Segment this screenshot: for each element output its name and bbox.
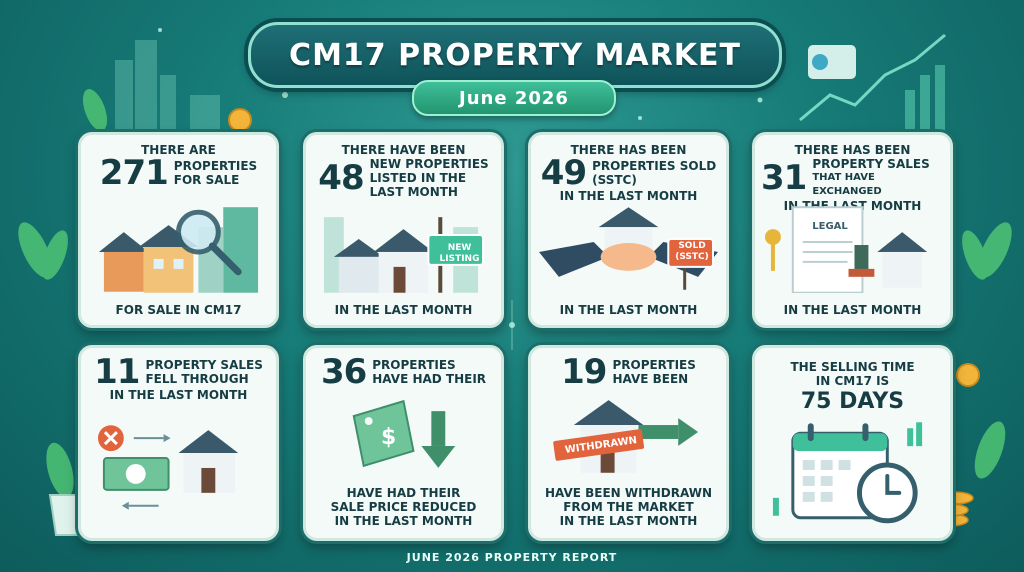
card-heading: 11 Property sales fell through in the la… (87, 352, 270, 402)
page-title: CM17 Property Market (289, 37, 741, 73)
legal-label: LEGAL (812, 221, 848, 232)
cancelled-sale-illustration (89, 408, 268, 518)
card-line: The selling time (790, 360, 915, 374)
card-line: in the last month (559, 189, 698, 203)
stat-number: 31 (761, 158, 807, 198)
card-pre-text: There has been (570, 143, 687, 157)
card-pre-text: There has been (794, 143, 911, 157)
card-line: in the last month (109, 388, 248, 402)
houses-magnifier-illustration (89, 197, 268, 293)
card-footer: Have been withdrawn from the market in t… (531, 486, 726, 528)
card-line: New properties (369, 157, 489, 171)
sold-sign: SOLD (SSTC) (675, 241, 709, 262)
footer-line: in the last month (334, 514, 473, 528)
card-footer: In the last month (783, 303, 922, 317)
card-pre-text: There have been (341, 143, 466, 157)
stat-card-fell-through: 11 Property sales fell through in the la… (78, 345, 279, 541)
card-heading: There has been 49 Properties sold (SSTC)… (537, 143, 720, 203)
card-line: have been (612, 372, 689, 386)
stat-card-selling-time: The selling time in CM17 is 75 DAYS (752, 345, 953, 541)
withdrawn-house-illustration (539, 390, 718, 476)
card-line: fell through (145, 372, 249, 386)
footer-line: from the market (563, 500, 694, 514)
stat-card-exchanged: There has been 31 Property sales that ha… (752, 132, 953, 328)
footer-line: sale price reduced (330, 500, 477, 514)
card-footer: In the last month (334, 303, 473, 317)
handshake-illustration (539, 197, 718, 293)
card-pre-text: There are (141, 143, 216, 157)
stat-number: 49 (540, 153, 587, 193)
title-banner: CM17 Property Market (248, 22, 782, 88)
stat-number: 36 (320, 352, 367, 392)
card-line: (SSTC) (592, 173, 637, 187)
stat-number: 19 (561, 352, 607, 392)
card-heading: There are 271 Properties for sale (87, 143, 270, 193)
calendar-clock-illustration (763, 418, 942, 528)
new-listing-illustration (314, 197, 493, 293)
stat-number: 271 (99, 153, 169, 193)
footer-line: Have had their (346, 486, 461, 500)
stat-card-sold-sstc: There has been 49 Properties sold (SSTC)… (528, 132, 729, 328)
card-heading: There have been 48 New properties listed… (312, 143, 495, 199)
stat-card-for-sale: There are 271 Properties for sale For sa… (78, 132, 279, 328)
date-badge: June 2026 (412, 80, 616, 116)
report-footer: June 2026 Property Report (406, 551, 618, 564)
card-heading: 19 Properties have been (537, 352, 720, 392)
footer-line: Have been withdrawn (544, 486, 713, 500)
card-line: Property sales (812, 157, 930, 171)
stat-card-price-reduced: 36 Properties have had their $ Have had … (303, 345, 504, 541)
stat-number: 75 DAYS (800, 389, 905, 414)
report-date: June 2026 (459, 87, 569, 109)
stat-card-new-listings: There have been 48 New properties listed… (303, 132, 504, 328)
card-line: listed in the (369, 171, 467, 185)
card-footer: For sale in CM17 (115, 303, 242, 317)
card-line: last month (369, 185, 458, 199)
card-heading: 36 Properties have had their (312, 352, 495, 392)
card-line: Properties (372, 358, 456, 372)
card-heading: The selling time in CM17 is 75 DAYS (761, 360, 944, 416)
stat-card-withdrawn: 19 Properties have been WITHDRAWN Have b… (528, 345, 729, 541)
price-tag-illustration: $ (314, 396, 493, 476)
card-line: Properties (612, 358, 696, 372)
card-line: Properties sold (592, 159, 717, 173)
stat-number: 11 (94, 352, 140, 392)
svg-text:$: $ (381, 425, 396, 450)
card-line: in CM17 is (815, 374, 890, 388)
footer-line: in the last month (559, 514, 698, 528)
card-line: Properties (173, 159, 258, 173)
card-heading: There has been 31 Property sales that ha… (761, 143, 944, 213)
card-footer: Have had their sale price reduced in the… (306, 486, 501, 528)
card-line: for sale (173, 173, 240, 187)
card-footer: In the last month (559, 303, 698, 317)
card-line: Property sales (145, 358, 263, 372)
new-listing-sign: NEW LISTING (439, 243, 480, 264)
legal-document-keys-illustration (763, 197, 942, 294)
stat-number: 48 (318, 158, 364, 198)
card-line: that have exchanged (812, 172, 882, 197)
card-line: have had their (372, 372, 487, 386)
